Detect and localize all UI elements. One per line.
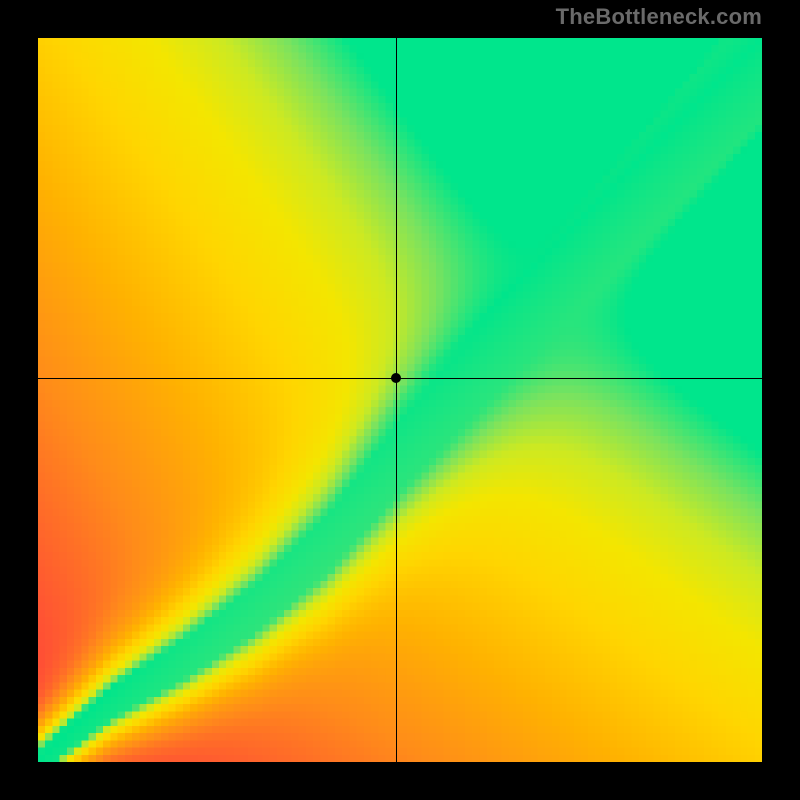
heatmap-canvas xyxy=(38,38,762,762)
heatmap-plot xyxy=(38,38,762,762)
chart-frame: TheBottleneck.com xyxy=(0,0,800,800)
crosshair-vertical xyxy=(396,38,397,762)
watermark-text: TheBottleneck.com xyxy=(556,4,762,30)
